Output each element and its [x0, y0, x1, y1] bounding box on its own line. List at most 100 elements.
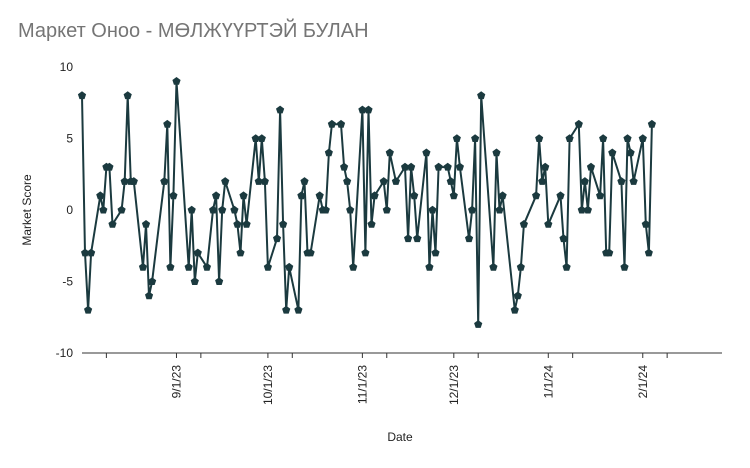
data-point-marker: [382, 205, 391, 214]
x-tick-label: 9/1/23: [169, 365, 183, 399]
data-point-marker: [218, 205, 227, 214]
data-point-marker: [81, 248, 90, 257]
data-point-marker: [300, 177, 309, 185]
chart-title: Маркет Оноо - МӨЛЖҮҮРТЭЙ БУЛАН: [18, 20, 369, 42]
x-tick-label: 10/1/23: [261, 365, 275, 405]
data-point-marker: [431, 248, 440, 257]
y-axis-title: Market Score: [20, 174, 34, 246]
data-point-marker: [99, 205, 108, 214]
data-point-marker: [260, 177, 269, 185]
data-point-marker: [221, 177, 230, 185]
data-point-marker: [141, 220, 151, 228]
data-point-marker: [337, 119, 346, 128]
data-point-marker: [315, 191, 324, 200]
data-point-marker: [138, 262, 147, 271]
data-point-marker: [391, 177, 400, 185]
y-tick-label: 0: [66, 203, 73, 217]
data-point-marker: [202, 262, 211, 271]
data-point-marker: [148, 277, 157, 285]
data-point-marker: [379, 177, 388, 185]
y-tick-label: 10: [60, 60, 74, 74]
data-point-marker: [276, 105, 285, 114]
data-point-marker: [105, 162, 114, 171]
data-point-marker: [620, 262, 629, 271]
x-tick-label: 1/1/24: [541, 365, 555, 399]
data-point-marker: [532, 191, 541, 200]
data-point-marker: [449, 191, 458, 200]
data-point-marker: [343, 177, 352, 185]
data-point-marker: [425, 262, 434, 271]
data-point-marker: [577, 205, 586, 214]
x-tick-label: 2/1/24: [636, 365, 650, 399]
data-point-marker: [367, 220, 376, 228]
data-point-marker: [644, 248, 653, 257]
data-point-marker: [160, 177, 169, 185]
data-point-marker: [193, 248, 202, 257]
data-point-marker: [212, 191, 221, 200]
data-point-marker: [169, 191, 178, 200]
data-point-marker: [187, 205, 196, 214]
y-tick-labels: 10 5 0 -5 -10: [56, 60, 74, 360]
data-point-marker: [562, 262, 571, 271]
data-point-marker: [629, 177, 638, 185]
y-tick-label: 5: [66, 132, 73, 146]
data-point-marker: [428, 205, 437, 214]
data-point-marker: [117, 205, 126, 214]
data-point-marker: [410, 191, 419, 200]
data-point-marker: [129, 177, 138, 185]
data-point-marker: [349, 262, 358, 271]
data-point-marker: [163, 119, 172, 128]
data-point-marker: [608, 148, 617, 157]
data-point-marker: [468, 205, 477, 214]
data-point-marker: [340, 162, 349, 171]
data-point-marker: [239, 191, 248, 200]
data-point-marker: [254, 177, 263, 185]
x-axis-title: Date: [387, 430, 413, 444]
data-point-marker: [251, 134, 260, 142]
data-point-marker: [446, 177, 455, 185]
data-point-marker: [209, 205, 218, 214]
data-point-marker: [279, 220, 288, 228]
data-point-marker: [544, 220, 553, 228]
series-line: [81, 80, 653, 326]
data-point-marker: [120, 177, 129, 185]
data-point-marker: [96, 191, 105, 200]
data-point-marker: [574, 119, 583, 128]
data-point-marker: [230, 205, 239, 214]
data-point-marker: [282, 305, 291, 314]
data-point-marker: [452, 134, 461, 142]
data-point-marker: [242, 220, 251, 228]
y-tick-label: -10: [56, 346, 74, 360]
data-point-marker: [364, 105, 373, 114]
data-point-marker: [401, 162, 410, 171]
data-point-marker: [361, 248, 370, 257]
data-point-marker: [413, 234, 422, 243]
data-point-marker: [623, 134, 632, 142]
data-point-marker: [306, 248, 315, 257]
data-point-marker: [495, 205, 504, 214]
data-point-marker: [257, 134, 266, 142]
series-markers: [77, 77, 656, 328]
data-point-marker: [321, 205, 330, 214]
data-point-marker: [498, 191, 507, 200]
data-point-marker: [455, 162, 464, 171]
data-point-marker: [190, 277, 199, 285]
data-point-marker: [647, 119, 656, 128]
data-point-marker: [434, 162, 443, 171]
data-point-marker: [385, 148, 394, 157]
data-point-marker: [559, 234, 568, 243]
data-point-marker: [324, 148, 333, 157]
data-point-marker: [489, 262, 498, 271]
data-point-marker: [443, 162, 452, 171]
data-point-marker: [596, 191, 605, 200]
data-point-marker: [638, 134, 647, 142]
data-point-marker: [519, 220, 528, 228]
x-tick-label: 12/1/23: [447, 365, 461, 405]
data-point-marker: [538, 177, 547, 185]
data-point-marker: [471, 134, 480, 142]
data-point-marker: [346, 205, 355, 214]
data-point-marker: [474, 320, 483, 328]
data-point-marker: [236, 248, 245, 257]
data-point-marker: [108, 220, 117, 228]
